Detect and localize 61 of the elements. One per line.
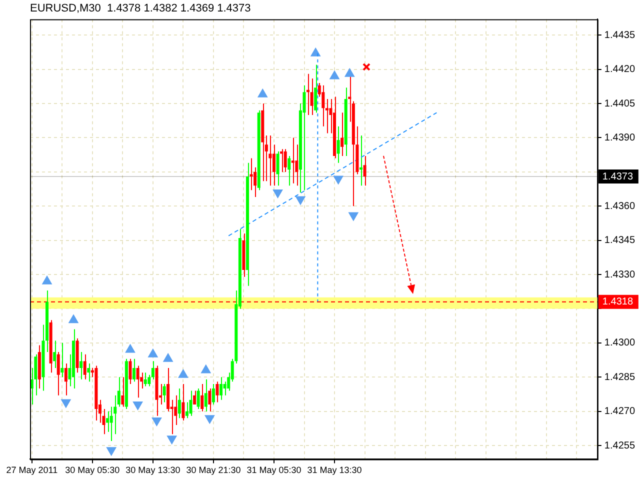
candlestick: [314, 64, 318, 114]
candlestick: [310, 78, 314, 116]
candlestick: [182, 383, 185, 421]
x-tick-label: 31 May 05:30: [246, 465, 302, 476]
candlestick: [302, 84, 306, 191]
y-tick-label: 1.4330: [604, 269, 636, 280]
x-tick-label: 31 May 13:30: [307, 465, 362, 476]
candlestick: [340, 112, 344, 156]
y-tick-label: 1.4435: [604, 30, 636, 41]
candlestick: [106, 410, 110, 432]
candlestick: [204, 378, 208, 412]
candlestick: [87, 362, 90, 382]
candlestick: [212, 383, 215, 405]
candlestick: [220, 376, 223, 400]
y-tick-label: 1.4270: [604, 406, 636, 418]
candlestick: [64, 362, 68, 396]
candlestick: [336, 126, 340, 164]
candlestick: [144, 372, 147, 387]
candlestick: [288, 155, 291, 186]
candlestick: [223, 381, 226, 396]
candlestick: [284, 148, 287, 172]
candlestick: [208, 388, 212, 412]
candlestick: [121, 376, 124, 408]
candlestick: [53, 340, 56, 369]
x-tick-label: 30 May 21:30: [186, 465, 241, 476]
candlestick: [60, 342, 64, 378]
candlestick: [178, 388, 181, 419]
y-tick-label: 1.4300: [604, 338, 636, 349]
ref-line-label: 1.4318: [602, 296, 634, 308]
y-tick-label: 1.4420: [604, 64, 636, 76]
candlestick: [189, 390, 192, 416]
chart-title: EURUSD,M30 1.4378 1.4382 1.4369 1.4373: [30, 2, 251, 15]
candlestick: [250, 158, 253, 191]
candlestick: [136, 365, 140, 398]
y-tick-label: 1.4255: [604, 440, 636, 452]
y-tick-label: 1.4345: [604, 235, 636, 246]
x-tick-label: 27 May 2011: [6, 465, 58, 476]
candlestick: [196, 388, 200, 410]
candlestick: [56, 352, 60, 396]
y-tick-label: 1.4405: [604, 98, 636, 110]
candlestick: [132, 358, 136, 382]
candlestick: [193, 390, 196, 405]
candlestick: [185, 402, 188, 419]
candlestick: [322, 84, 325, 127]
candlestick: [268, 134, 272, 186]
candlestick: [128, 358, 132, 384]
candlestick: [162, 383, 166, 403]
candlestick: [291, 137, 294, 184]
y-tick-label: 1.4390: [604, 132, 636, 144]
candlestick: [80, 352, 83, 380]
candlestick: [363, 155, 366, 186]
candlestick: [200, 383, 204, 412]
candlestick: [216, 381, 219, 403]
candlestick: [83, 354, 86, 380]
ref-line-label: 1.4373: [602, 171, 634, 182]
candlestick: [276, 150, 280, 186]
y-tick-label: 1.4285: [604, 372, 636, 383]
y-tick-label: 1.4360: [604, 200, 636, 212]
x-tick-label: 30 May 05:30: [65, 465, 120, 476]
x-tick-label: 30 May 13:30: [126, 465, 180, 476]
candlestick: [110, 406, 113, 442]
